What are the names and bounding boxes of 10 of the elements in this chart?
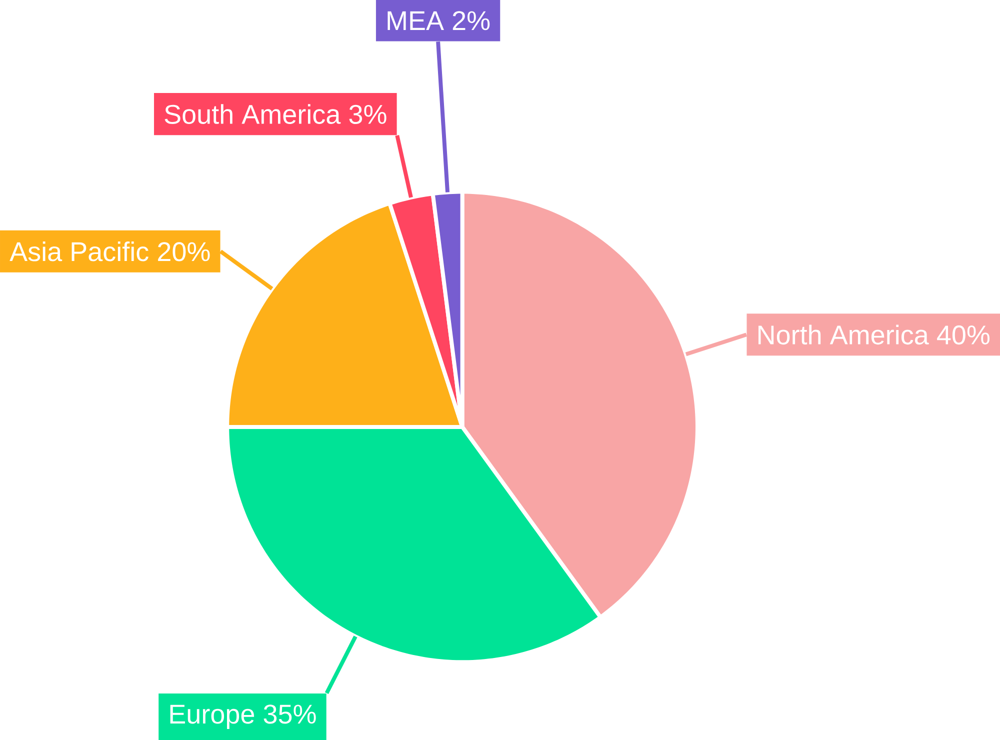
slice-label: South America bbox=[164, 104, 341, 124]
data-label: 3% bbox=[349, 104, 386, 124]
data-label: 2% bbox=[452, 11, 490, 30]
slice-label: Asia Pacific bbox=[10, 241, 148, 262]
slice-label: North America bbox=[758, 324, 929, 344]
slice-label: Europe bbox=[170, 704, 254, 729]
data-label: 20% bbox=[158, 242, 210, 262]
data-label: 40% bbox=[937, 325, 990, 344]
data-label: 35% bbox=[264, 704, 316, 724]
slice-label: MEA bbox=[388, 11, 444, 30]
